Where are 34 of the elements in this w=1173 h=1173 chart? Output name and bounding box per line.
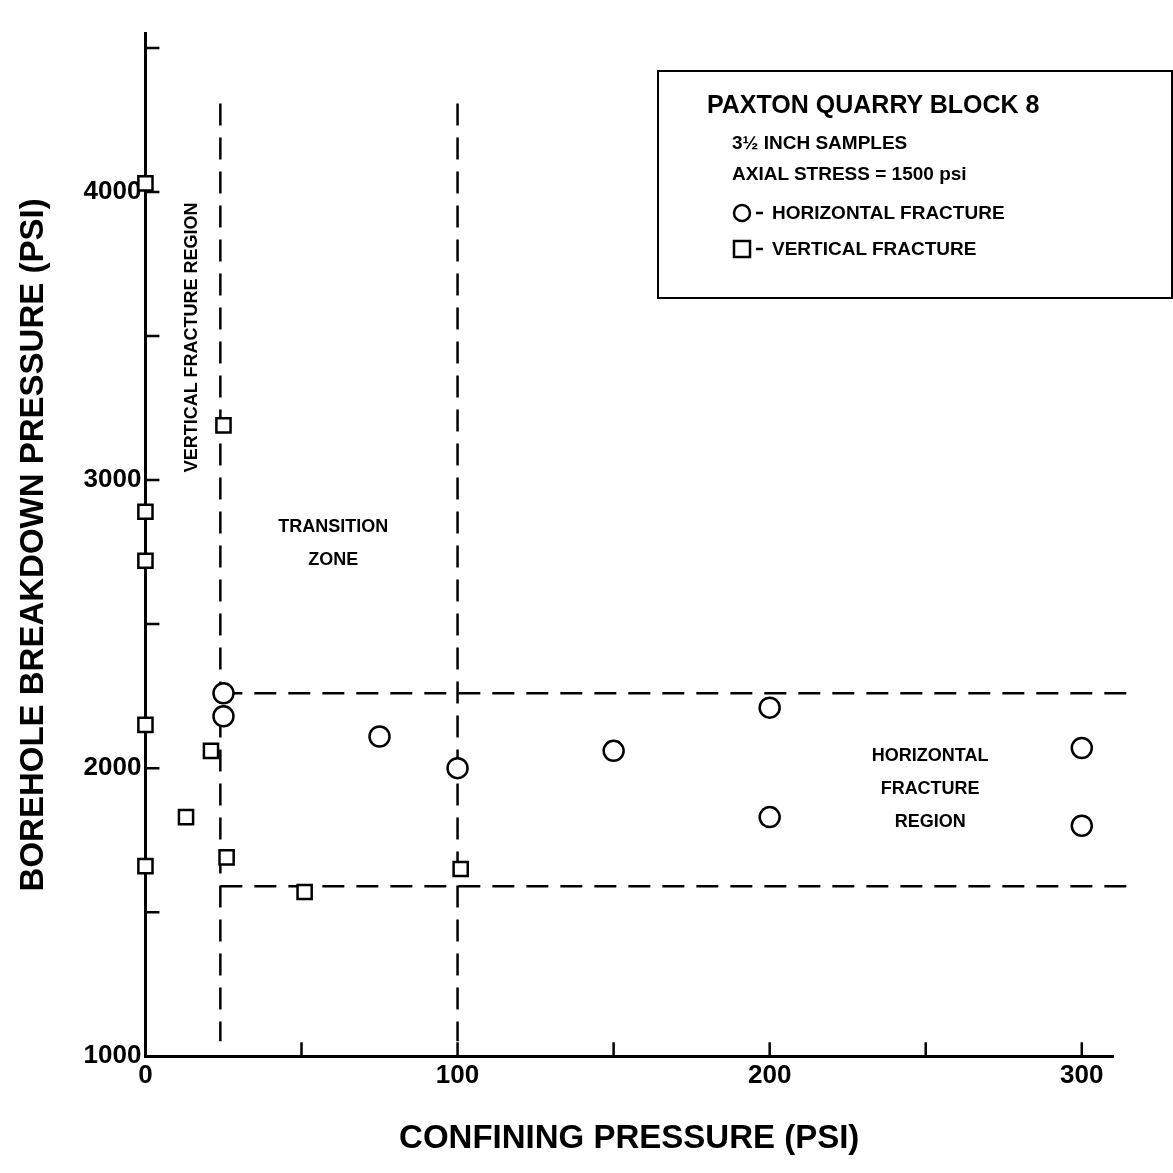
annotation: HORIZONTAL FRACTURE REGION — [871, 745, 989, 832]
y-axis-title: BOREHOLE BREAKDOWN PRESSURE (PSI) — [12, 198, 50, 892]
text: 3½ INCH SAMPLES AXIAL STRESS = 1500 psi — [732, 132, 967, 184]
x-tick-label: 100 — [435, 1058, 480, 1089]
point — [452, 860, 469, 878]
point — [1070, 814, 1094, 838]
point — [368, 725, 391, 748]
point — [758, 805, 781, 829]
point — [446, 756, 469, 780]
point — [1070, 736, 1094, 760]
x-tick-label: 300 — [1060, 1058, 1104, 1089]
x-axis-title: CONFINING PRESSURE (PSI) — [399, 1118, 860, 1156]
annotation: TRANSITION ZONE — [278, 516, 389, 570]
point — [296, 883, 313, 901]
point — [137, 552, 154, 570]
annotation: VERTICAL FRACTURE REGION — [180, 202, 201, 473]
chart-title: PAXTON QUARRY BLOCK 8 — [707, 90, 1040, 118]
point — [177, 808, 195, 826]
y-tick-label: 3000 — [83, 463, 142, 494]
point — [218, 849, 235, 866]
legend-label: VERTICAL FRACTURE — [772, 237, 977, 261]
x-tick-label: 200 — [747, 1058, 792, 1089]
y-tick-label: 4000 — [83, 175, 142, 206]
point — [758, 696, 781, 719]
point — [602, 739, 625, 763]
point — [212, 705, 235, 728]
point — [202, 742, 220, 760]
point — [137, 716, 154, 734]
point — [212, 682, 235, 705]
legend-label: HORIZONTAL FRACTURE — [772, 201, 1005, 225]
y-tick-label: 2000 — [83, 751, 142, 782]
point — [215, 417, 232, 434]
point — [137, 503, 154, 521]
point — [137, 857, 154, 875]
